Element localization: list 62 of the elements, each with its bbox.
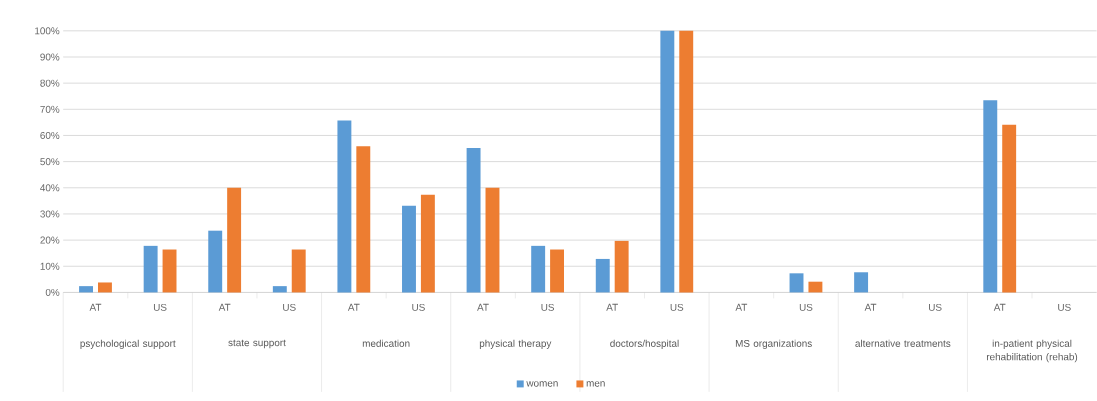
bar <box>550 249 565 293</box>
text: doctors/hospital <box>610 339 679 349</box>
bar <box>531 245 546 293</box>
x-tick-label: AT <box>218 303 231 311</box>
y-tick-label: 50% <box>40 158 60 166</box>
bar <box>420 194 435 293</box>
bar <box>485 187 500 293</box>
text: alternative treatments <box>855 339 951 348</box>
bar <box>272 286 287 293</box>
legend-label: women <box>526 381 558 387</box>
y-tick-label: 40% <box>40 184 60 192</box>
y-tick-label: 60% <box>40 132 60 140</box>
text: physical therapy <box>479 339 552 349</box>
bar <box>614 240 629 293</box>
x-tick-label: US <box>541 303 555 311</box>
x-tick-label: AT <box>864 303 877 311</box>
x-tick-label: AT <box>606 303 618 311</box>
bar <box>1002 124 1017 293</box>
x-tick-label: US <box>799 303 813 311</box>
bar <box>337 120 352 293</box>
bar <box>660 30 675 293</box>
x-tick-label: US <box>412 303 425 311</box>
y-tick-label: 80% <box>40 79 60 87</box>
x-tick-label: US <box>153 303 167 311</box>
text: state support <box>228 339 286 349</box>
bar <box>808 281 823 293</box>
bar <box>291 249 306 293</box>
x-tick-label: US <box>670 303 684 311</box>
x-tick-label: AT <box>477 303 489 311</box>
bar <box>466 148 481 293</box>
bar <box>97 282 112 293</box>
text: MS organizations <box>735 339 812 349</box>
bar <box>789 273 804 293</box>
x-tick-label: AT <box>347 303 360 311</box>
bar <box>595 259 610 293</box>
y-tick-label: 90% <box>40 53 60 61</box>
y-tick-label: 70% <box>40 105 60 113</box>
bar <box>79 286 94 293</box>
x-tick-label: US <box>1058 303 1071 311</box>
y-tick-label: 10% <box>40 262 60 270</box>
legend-label: men <box>586 381 605 387</box>
y-tick-label: 0% <box>45 288 60 296</box>
text: medication <box>362 339 410 348</box>
y-tick-label: 20% <box>40 236 60 244</box>
text: psychological support <box>80 339 176 349</box>
bar <box>402 205 416 293</box>
y-tick-label: 100% <box>35 27 60 35</box>
bar <box>143 245 158 293</box>
bar <box>854 272 869 293</box>
x-tick-label: US <box>929 303 942 311</box>
y-tick-label: 30% <box>40 210 60 218</box>
text: in-patient physical rehabilitation (rehab) <box>986 339 1078 363</box>
bar <box>162 249 177 293</box>
x-tick-label: AT <box>89 303 102 311</box>
bar <box>679 30 694 293</box>
bar <box>227 187 242 293</box>
bar <box>356 146 371 293</box>
x-tick-label: AT <box>993 303 1006 311</box>
x-tick-label: AT <box>735 303 748 311</box>
x-tick-label: US <box>283 303 296 311</box>
bar <box>208 230 223 293</box>
bar <box>983 100 998 293</box>
